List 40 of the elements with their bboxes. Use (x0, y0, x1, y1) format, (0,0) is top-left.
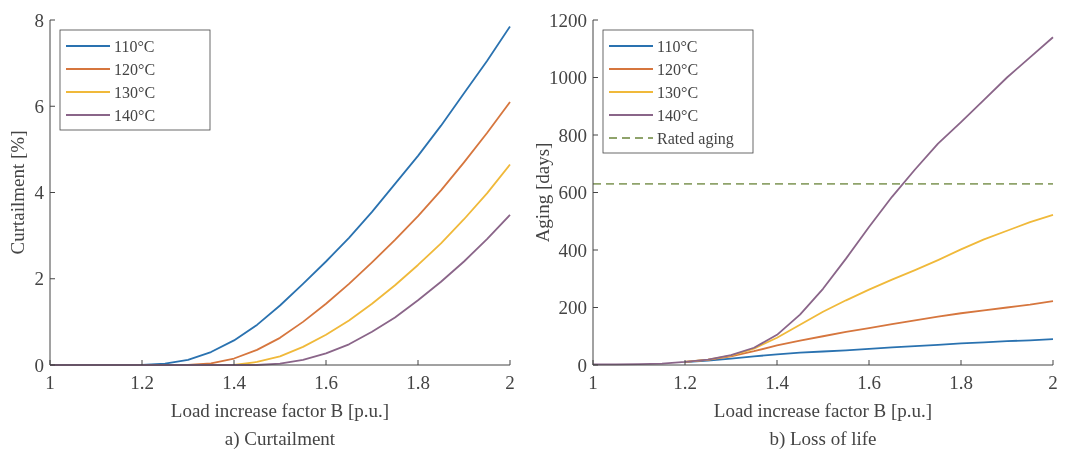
x-tick-label: 2 (505, 372, 515, 393)
x-axis-title: Load increase factor B [p.u.] (170, 400, 390, 421)
legend-label: 120°C (114, 60, 156, 78)
y-tick-label: 0 (577, 354, 587, 376)
x-tick-label: 1.2 (130, 372, 154, 393)
legend-label: 130°C (657, 83, 699, 101)
y-axis-title: Curtailment [%] (7, 130, 28, 255)
y-tick-label: 400 (558, 239, 587, 261)
y-tick-label: 600 (558, 182, 587, 204)
legend-label: Rated aging (657, 129, 734, 148)
y-tick-label: 6 (34, 95, 44, 117)
x-tick-label: 2 (1048, 372, 1058, 393)
legend-label: 110°C (657, 37, 698, 55)
text: a) Curtailment (224, 428, 336, 450)
legend-label: 110°C (114, 37, 155, 55)
x-tick-label: 1.6 (857, 372, 881, 393)
x-tick-label: 1 (45, 372, 55, 393)
legend-label: 120°C (657, 60, 699, 78)
y-tick-label: 4 (34, 182, 45, 204)
text: b) Loss of life (769, 428, 877, 450)
x-tick-label: 1 (588, 372, 598, 393)
y-axis-title: Aging [days] (532, 142, 553, 243)
legend-label: 140°C (657, 106, 699, 124)
y-tick-label: 8 (34, 9, 44, 31)
x-tick-label: 1.4 (765, 372, 790, 393)
x-tick-label: 1.2 (673, 372, 697, 393)
x-tick-label: 1.4 (222, 372, 247, 393)
line-series (684, 300, 1054, 363)
y-tick-label: 1200 (549, 9, 587, 31)
y-tick-label: 0 (34, 354, 44, 376)
legend-label: 140°C (114, 106, 156, 124)
x-tick-label: 1.8 (949, 372, 973, 393)
legend-label: 130°C (114, 83, 156, 101)
y-tick-label: 1000 (549, 67, 587, 89)
x-tick-label: 1.8 (406, 372, 430, 393)
y-tick-label: 200 (558, 297, 587, 319)
x-tick-label: 1.6 (314, 372, 338, 393)
y-tick-label: 800 (558, 124, 587, 146)
x-axis-title: Load increase factor B [p.u.] (713, 400, 933, 421)
y-tick-label: 2 (34, 268, 44, 290)
